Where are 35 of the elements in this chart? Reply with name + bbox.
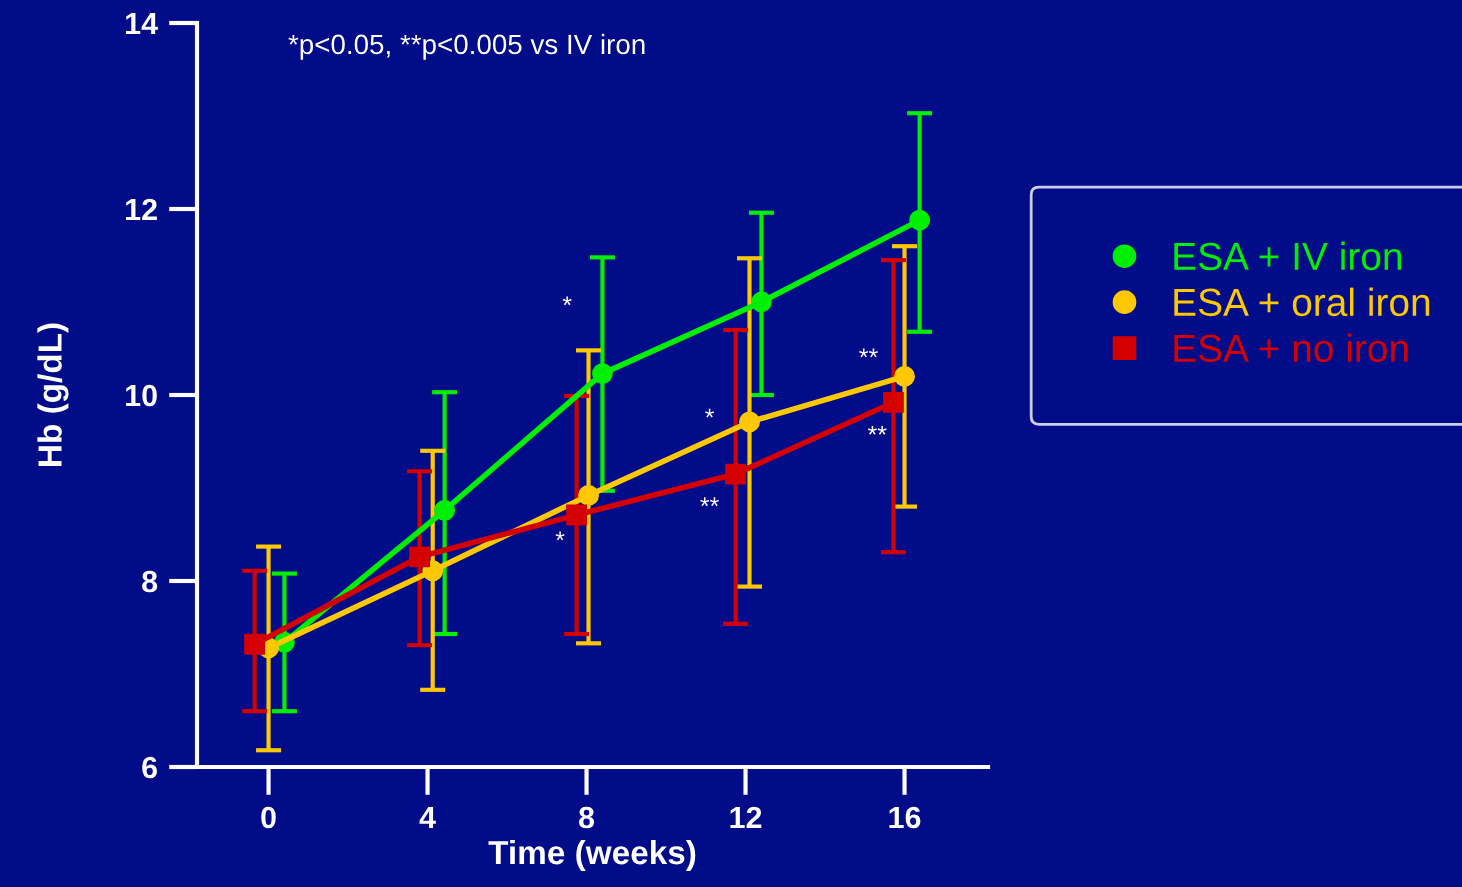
y-tick-label: 6 bbox=[142, 756, 158, 779]
annotation: * bbox=[705, 408, 715, 418]
x-tick-label: 12 bbox=[730, 806, 762, 829]
y-axis-title: Hb (g/dL) bbox=[37, 323, 69, 466]
legend-label: ESA + no iron bbox=[1174, 333, 1408, 363]
x-tick-label: 4 bbox=[419, 807, 436, 829]
point bbox=[422, 560, 444, 582]
point bbox=[244, 633, 266, 655]
legend-label: ESA + oral iron bbox=[1174, 287, 1430, 317]
y-tick-label: 12 bbox=[126, 198, 157, 221]
y-tick-label: 8 bbox=[142, 570, 158, 593]
point bbox=[434, 499, 456, 521]
y-tick-label: 10 bbox=[126, 384, 157, 407]
point bbox=[725, 463, 747, 485]
legend-label: ESA + IV iron bbox=[1174, 241, 1402, 271]
point bbox=[751, 291, 772, 313]
y-tick-label: 14 bbox=[126, 13, 158, 35]
annotation: * bbox=[562, 296, 572, 306]
x-tick-label: 8 bbox=[579, 806, 595, 829]
annotation: *p<0.05, **p<0.005 vs IV iron bbox=[288, 33, 645, 60]
x-axis-title: Time (weeks) bbox=[488, 839, 696, 871]
point bbox=[592, 363, 613, 385]
point bbox=[578, 485, 599, 506]
point bbox=[894, 365, 915, 387]
point bbox=[566, 504, 588, 526]
point bbox=[409, 546, 431, 568]
annotation: * bbox=[555, 531, 565, 541]
x-tick-label: 0 bbox=[261, 806, 276, 829]
point bbox=[882, 392, 904, 413]
annotation: ** bbox=[867, 425, 887, 435]
point bbox=[909, 209, 931, 231]
annotation: ** bbox=[859, 348, 878, 358]
annotation: ** bbox=[700, 497, 719, 507]
point bbox=[739, 411, 760, 433]
x-tick-label: 16 bbox=[889, 806, 921, 829]
